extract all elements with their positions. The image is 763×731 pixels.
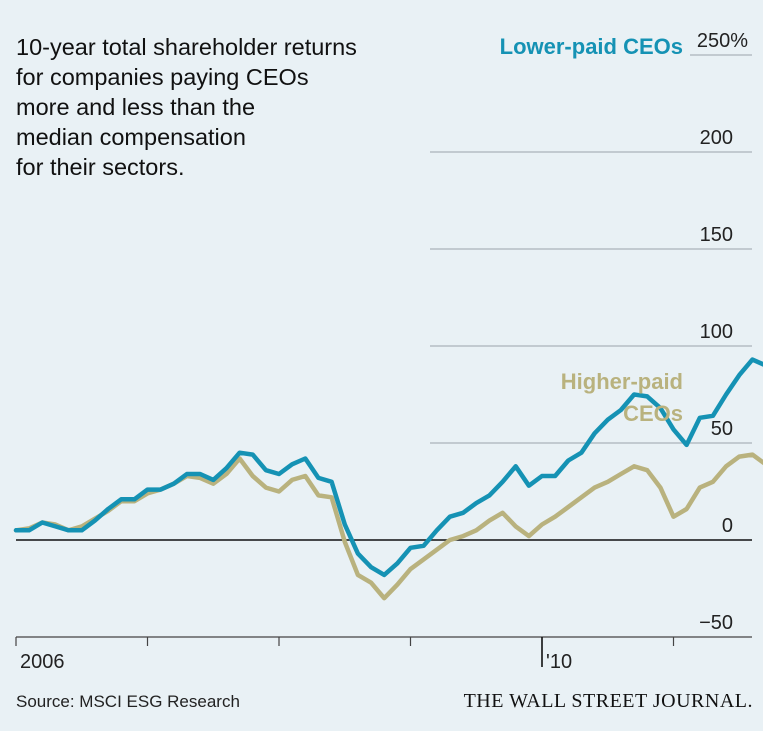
title-line: for companies paying CEOs [16,64,309,90]
series-line-lower-paid [13,357,763,578]
y-tick-label: 200 [700,127,733,149]
y-tick-label: 100 [700,321,733,343]
publisher-logo: THE WALL STREET JOURNAL. [463,690,753,712]
y-tick-label: 50 [711,418,733,440]
series-label-lower-paid: Lower-paid CEOs [500,34,683,59]
series-line-higher-paid [13,452,763,601]
y-tick-label: 250% [697,30,748,52]
x-tick-label: '10 [546,651,572,673]
source-note: Source: MSCI ESG Research [16,692,240,711]
title-line: 10-year total shareholder returns [16,34,357,60]
title-line: for their sectors. [16,154,185,180]
series-label-higher-paid: CEOs [623,401,683,426]
x-tick-label: 2006 [20,651,65,673]
title-line: more and less than the [16,94,256,120]
y-tick-label: −50 [699,612,733,634]
title-line: median compensation [16,124,246,150]
chart-title: 10-year total shareholder returns for co… [16,32,436,182]
y-tick-label: 0 [722,515,733,537]
y-tick-label: 150 [700,224,733,246]
series-label-higher-paid: Higher-paid [561,369,683,394]
